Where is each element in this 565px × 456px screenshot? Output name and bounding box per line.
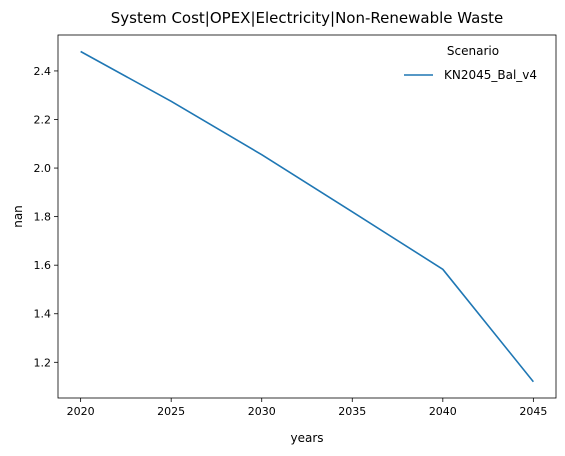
y-tick-label: 2.0 xyxy=(34,162,52,175)
plot-area: 2020 2025 2030 2035 2040 2045 1.2 1.4 1.6 1.8 2.0… xyxy=(34,34,557,418)
x-axis-label: years xyxy=(290,431,323,445)
legend-label: KN2045_Bal_v4 xyxy=(444,68,537,82)
chart-title: System Cost|OPEX|Electricity|Non-Renewab… xyxy=(111,9,504,27)
y-tick-label: 1.8 xyxy=(34,211,52,224)
x-tick-label: 2020 xyxy=(67,405,95,418)
legend-title: Scenario xyxy=(447,44,499,58)
x-tick-label: 2025 xyxy=(157,405,185,418)
y-axis: 1.2 1.4 1.6 1.8 2.0 2.2 2.4 xyxy=(34,65,58,369)
y-tick-label: 1.4 xyxy=(34,308,52,321)
x-tick-label: 2045 xyxy=(519,405,547,418)
x-tick-label: 2040 xyxy=(429,405,457,418)
series-line xyxy=(80,50,534,383)
series-group xyxy=(80,50,534,383)
y-tick-label: 1.6 xyxy=(34,259,52,272)
y-tick-label: 2.2 xyxy=(34,113,52,126)
y-tick-label: 1.2 xyxy=(34,356,52,369)
y-tick-label: 2.4 xyxy=(34,65,52,78)
y-axis-label: nan xyxy=(11,205,25,228)
x-tick-label: 2030 xyxy=(248,405,276,418)
plot-frame xyxy=(57,34,557,399)
x-axis: 2020 2025 2030 2035 2040 2045 xyxy=(67,398,547,418)
legend-items: KN2045_Bal_v4 xyxy=(404,68,537,82)
x-tick-label: 2035 xyxy=(338,405,366,418)
legend: Scenario KN2045_Bal_v4 xyxy=(404,44,537,82)
